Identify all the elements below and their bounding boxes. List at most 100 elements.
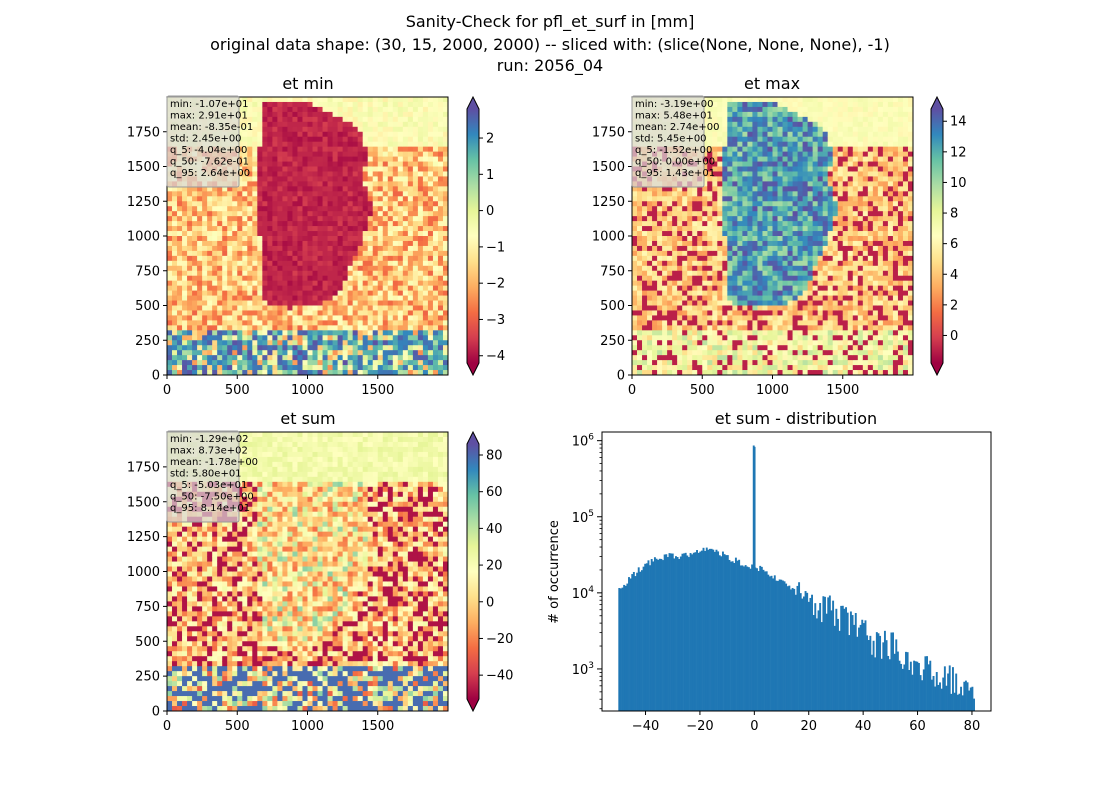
- heatmap-cell: [652, 300, 658, 306]
- heatmap-cell: [282, 245, 288, 252]
- heatmap-cell: [682, 265, 688, 272]
- heatmap-cell: [707, 226, 713, 232]
- heatmap-cell: [337, 236, 344, 242]
- heatmap-cell: [352, 270, 359, 277]
- heatmap-cell: [287, 161, 293, 167]
- heatmap-cell: [282, 136, 288, 143]
- heatmap-cell: [387, 191, 394, 197]
- heatmap-cell: [637, 290, 643, 296]
- heatmap-cell: [192, 310, 198, 316]
- heatmap-cell: [692, 315, 698, 321]
- heatmap-cell: [242, 275, 248, 282]
- heatmap-cell: [407, 320, 414, 326]
- heatmap-cell: [737, 360, 743, 366]
- heatmap-cell: [732, 216, 738, 222]
- heatmap-cell: [667, 315, 673, 321]
- heatmap-cell: [187, 275, 193, 282]
- heatmap-cell: [767, 211, 773, 217]
- heatmap-cell: [392, 365, 399, 371]
- heatmap-cell: [712, 196, 718, 202]
- heatmap-cell: [712, 146, 718, 152]
- heatmap-cell: [332, 310, 339, 316]
- heatmap-cell: [222, 206, 228, 212]
- heatmap-cell: [177, 236, 183, 242]
- heatmap-cell: [367, 201, 374, 207]
- heatmap-cell: [247, 360, 253, 366]
- heatmap-cell: [252, 221, 258, 227]
- heatmap-cell: [322, 255, 328, 262]
- heatmap-cell: [442, 221, 449, 227]
- heatmap-cell: [362, 116, 369, 123]
- heatmap-cell: [257, 201, 263, 207]
- heatmap-cell: [767, 141, 773, 148]
- heatmap-cell: [322, 191, 328, 197]
- heatmap-cell: [782, 240, 788, 247]
- heatmap-cell: [357, 280, 364, 287]
- heatmap-cell: [287, 106, 293, 113]
- heatmap-cell: [267, 136, 273, 143]
- heatmap-cell: [762, 275, 768, 282]
- heatmap-cell: [687, 255, 693, 262]
- heatmap-cell: [777, 186, 783, 192]
- heatmap-cell: [227, 280, 233, 287]
- heatmap-cell: [742, 250, 748, 257]
- heatmap-cell: [722, 116, 728, 123]
- heatmap-cell: [712, 335, 718, 341]
- heatmap-cell: [417, 126, 424, 133]
- heatmap-cell: [777, 310, 783, 316]
- heatmap-cell: [262, 255, 268, 262]
- heatmap-cell: [197, 270, 203, 277]
- heatmap-cell: [417, 191, 424, 197]
- heatmap-cell: [697, 191, 703, 197]
- heatmap-cell: [387, 280, 394, 287]
- heatmap-cell: [332, 156, 339, 162]
- heatmap-cell: [702, 250, 708, 257]
- heatmap-cell: [382, 290, 389, 296]
- heatmap-cell: [182, 226, 188, 232]
- heatmap-cell: [247, 236, 253, 242]
- heatmap-cell: [227, 370, 233, 376]
- heatmap-cell: [192, 231, 198, 237]
- heatmap-cell: [352, 250, 359, 257]
- heatmap-cell: [352, 226, 359, 232]
- heatmap-cell: [392, 275, 399, 282]
- heatmap-cell: [402, 295, 409, 301]
- heatmap-cell: [362, 355, 369, 361]
- heatmap-cell: [292, 171, 298, 177]
- heatmap-cell: [692, 206, 698, 212]
- heatmap-cell: [257, 325, 263, 331]
- heatmap-cell: [732, 226, 738, 232]
- heatmap-cell: [662, 231, 668, 237]
- heatmap-cell: [382, 305, 389, 311]
- heatmap-cell: [632, 360, 638, 366]
- heatmap-cell: [437, 260, 444, 267]
- heatmap-cell: [657, 345, 663, 351]
- heatmap-cell: [262, 121, 268, 128]
- heatmap-cell: [702, 335, 708, 341]
- heatmap-cell: [412, 305, 419, 311]
- heatmap-cell: [732, 325, 738, 331]
- heatmap-cell: [212, 226, 218, 232]
- heatmap-cell: [252, 201, 258, 207]
- heatmap-cell: [707, 191, 713, 197]
- heatmap-cell: [422, 350, 429, 356]
- heatmap-cell: [227, 245, 233, 252]
- heatmap-cell: [277, 216, 283, 222]
- heatmap-cell: [767, 325, 773, 331]
- heatmap-cell: [652, 255, 658, 262]
- heatmap-cell: [337, 275, 344, 282]
- heatmap-cell: [377, 166, 384, 172]
- heatmap-cell: [192, 226, 198, 232]
- heatmap-cell: [217, 275, 223, 282]
- heatmap-cell: [747, 260, 753, 267]
- heatmap-cell: [257, 300, 263, 306]
- heatmap-cell: [427, 121, 434, 128]
- heatmap-cell: [257, 136, 263, 143]
- heatmap-cell: [702, 355, 708, 361]
- heatmap-cell: [702, 365, 708, 371]
- heatmap-cell: [417, 275, 424, 282]
- heatmap-cell: [657, 355, 663, 361]
- heatmap-cell: [722, 151, 728, 157]
- heatmap-cell: [312, 111, 318, 118]
- heatmap-cell: [217, 236, 223, 242]
